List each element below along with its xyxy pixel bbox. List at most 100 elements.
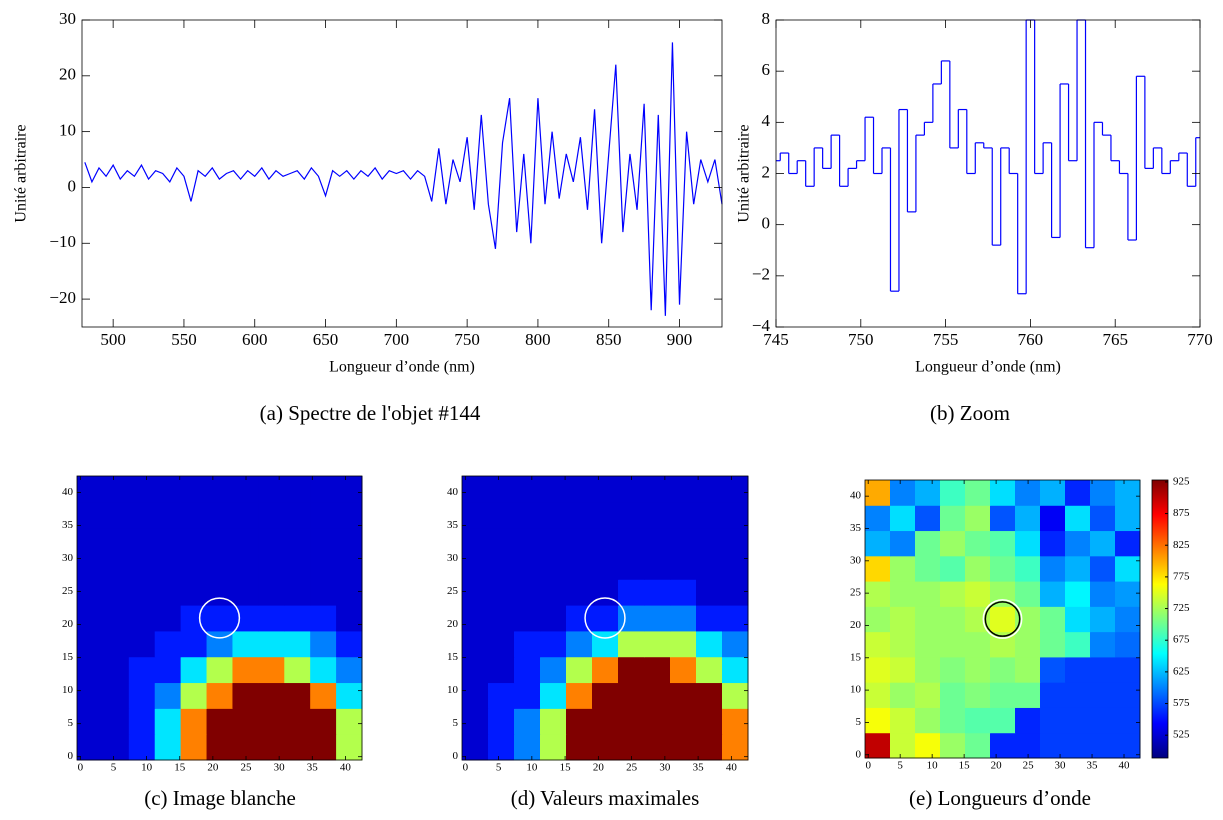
heat-cell xyxy=(1015,656,1041,683)
heat-cell xyxy=(258,734,285,761)
heat-cell xyxy=(540,708,567,735)
heat-cell xyxy=(670,682,697,709)
heat-cell xyxy=(488,682,515,709)
heat-cell xyxy=(514,630,541,658)
heat-cell xyxy=(77,579,104,606)
x-tick-label: 10 xyxy=(141,762,153,774)
heat-cell xyxy=(1090,656,1116,683)
x-tick-label: 40 xyxy=(726,762,738,774)
heat-cell xyxy=(102,527,130,554)
heat-cell xyxy=(566,476,593,503)
x-tick-label: 900 xyxy=(667,330,693,349)
heat-cell xyxy=(1065,581,1091,607)
heat-cell xyxy=(336,630,363,658)
heat-cell xyxy=(1015,581,1041,607)
heat-cell xyxy=(258,708,285,735)
heat-cell xyxy=(1015,555,1041,582)
heat-cell xyxy=(102,708,130,735)
heat-cell xyxy=(1015,707,1041,734)
heat-cell xyxy=(258,527,285,554)
heat-cell xyxy=(206,579,233,606)
heat-cell xyxy=(514,734,541,761)
heat-cell xyxy=(462,734,489,761)
colorbar-tick-label: 825 xyxy=(1173,539,1190,551)
heat-cell xyxy=(77,527,104,554)
heat-cell xyxy=(488,579,515,606)
x-tick-label: 5 xyxy=(496,762,502,774)
heat-cell xyxy=(102,682,130,709)
y-tick-label: 8 xyxy=(762,9,771,28)
heat-cell xyxy=(310,501,337,529)
heat-cell xyxy=(940,555,966,582)
heat-cell xyxy=(1115,505,1141,532)
heat-cell xyxy=(592,476,619,503)
x-axis-label: Longueur d’onde (nm) xyxy=(915,359,1061,376)
heat-cell xyxy=(915,707,941,734)
heat-cell xyxy=(940,530,966,557)
heat-cell xyxy=(462,682,489,709)
heat-cell xyxy=(77,501,104,529)
heat-cell xyxy=(1065,707,1091,734)
heat-cell xyxy=(865,656,891,683)
x-tick-label: 15 xyxy=(560,762,572,774)
heat-cell xyxy=(566,708,593,735)
heat-cell xyxy=(462,476,489,503)
heat-cell xyxy=(965,530,991,557)
heat-cell xyxy=(1090,505,1116,532)
heat-cell xyxy=(915,682,941,708)
y-tick-label: 30 xyxy=(59,9,76,28)
heat-cell xyxy=(336,553,363,580)
heat-cell xyxy=(258,476,285,503)
heat-cell xyxy=(284,579,311,606)
heat-cell xyxy=(180,682,208,709)
heat-cell xyxy=(1040,732,1066,759)
heat-cell xyxy=(696,708,723,735)
heat-cell xyxy=(310,734,337,761)
heat-cell xyxy=(77,682,104,709)
heat-cell xyxy=(514,553,541,580)
heat-cell xyxy=(462,527,489,554)
heat-cell xyxy=(514,682,541,709)
colorbar-tick-label: 725 xyxy=(1173,602,1190,614)
heat-cell xyxy=(940,732,966,759)
heat-cell xyxy=(592,734,619,761)
heat-cell xyxy=(1090,555,1116,582)
x-tick-label: 600 xyxy=(242,330,268,349)
heat-cell xyxy=(865,530,891,557)
heat-cell xyxy=(592,605,619,632)
colorbar-tick-label: 925 xyxy=(1173,475,1190,487)
colorbar xyxy=(1151,479,1169,759)
heat-cell xyxy=(940,707,966,734)
heat-cell xyxy=(336,656,363,684)
heat-cell xyxy=(566,630,593,658)
heat-cell xyxy=(102,476,130,503)
heat-cell xyxy=(566,734,593,761)
caption: (c) Image blanche xyxy=(144,786,296,810)
heat-cell xyxy=(670,553,697,580)
marker-circle xyxy=(982,599,1023,639)
heat-cell xyxy=(990,555,1016,582)
x-tick-label: 30 xyxy=(659,762,671,774)
heat-cell xyxy=(670,708,697,735)
heat-cell xyxy=(566,553,593,580)
heat-cell xyxy=(1040,530,1066,557)
heat-cell xyxy=(1115,656,1141,683)
heat-cell xyxy=(310,605,337,632)
heat-cell xyxy=(722,682,749,709)
heat-cell xyxy=(890,707,916,734)
heat-cell xyxy=(865,631,891,658)
heat-cell xyxy=(336,579,363,606)
colorbar-tick-label: 625 xyxy=(1173,665,1190,677)
heat-cell xyxy=(965,631,991,658)
y-tick-label: 35 xyxy=(447,519,459,531)
heat-cell xyxy=(336,682,363,709)
heat-cell xyxy=(284,734,311,761)
heat-cell xyxy=(865,606,891,633)
caption: (a) Spectre de l'objet #144 xyxy=(260,401,481,425)
y-tick-label: 5 xyxy=(68,717,74,729)
heat-cell xyxy=(990,682,1016,708)
heat-cell xyxy=(462,708,489,735)
heat-cell xyxy=(592,501,619,529)
heat-cell xyxy=(514,708,541,735)
x-tick-label: 20 xyxy=(593,762,605,774)
